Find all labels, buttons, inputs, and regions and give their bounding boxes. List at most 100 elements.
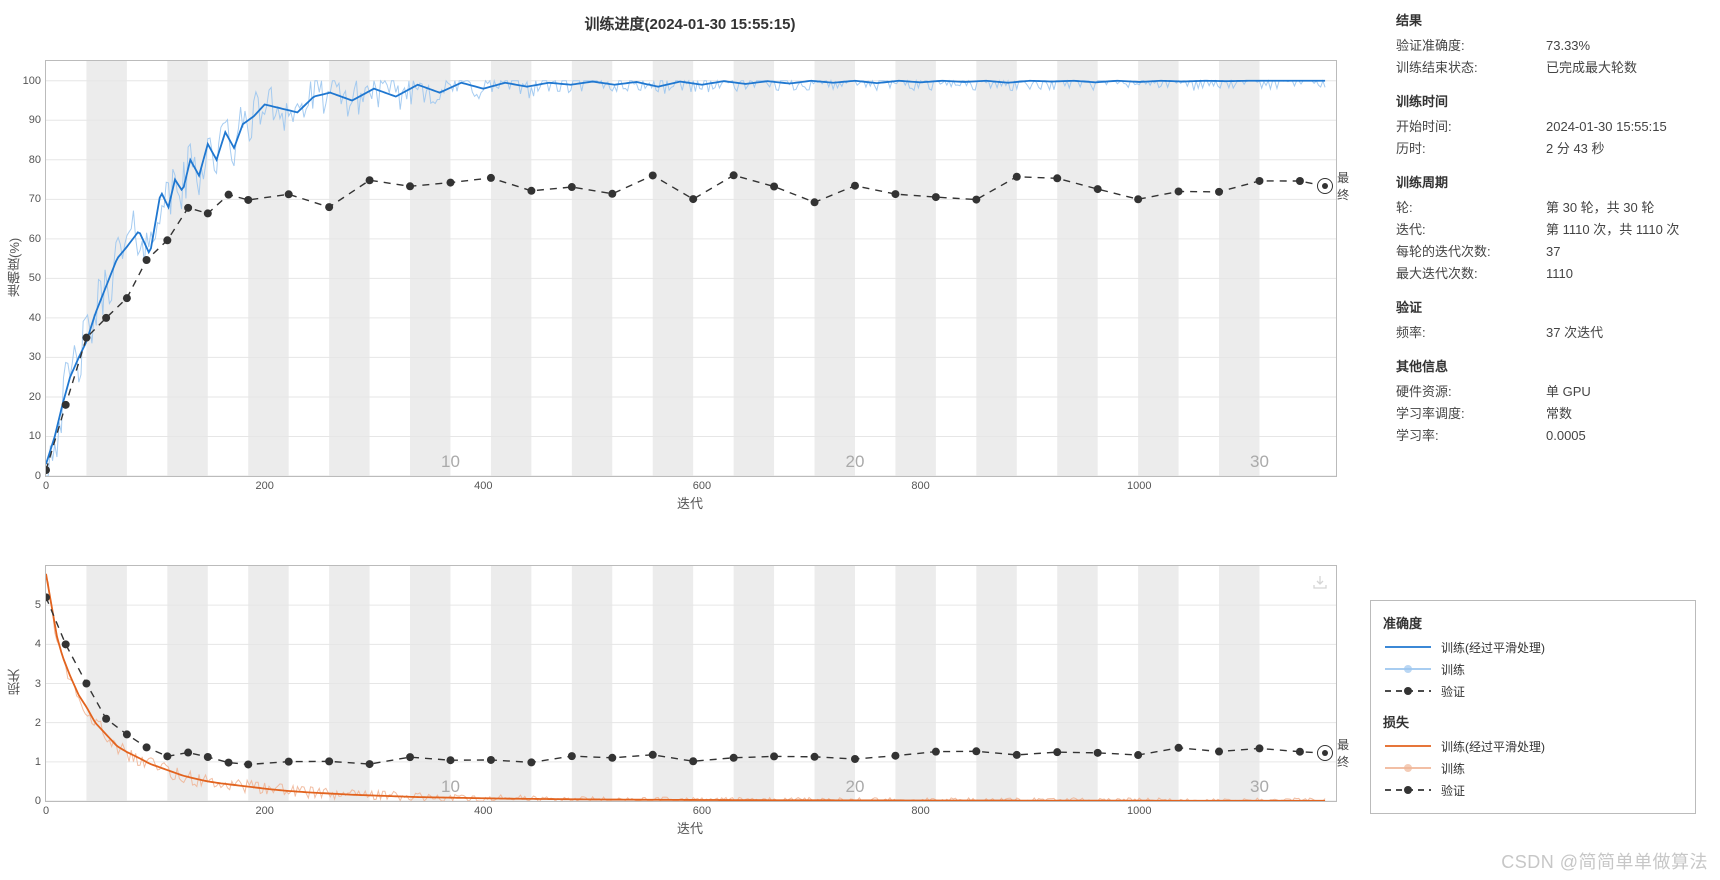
- tick-y: 80: [29, 154, 46, 166]
- tick-x: 0: [43, 801, 49, 817]
- legend-label: 训练: [1441, 760, 1465, 777]
- info-row: 迭代:第 1110 次，共 1110 次: [1396, 219, 1696, 241]
- tick-y: 20: [29, 391, 46, 403]
- tick-x: 1000: [1127, 801, 1151, 817]
- tick-x: 200: [255, 476, 273, 492]
- tick-x: 800: [911, 476, 929, 492]
- info-key: 每轮的迭代次数:: [1396, 241, 1546, 263]
- watermark: CSDN @简简单单做算法: [1501, 848, 1708, 874]
- loss-chart: 01234502004006008001000102030最终: [45, 565, 1337, 802]
- info-value: 37: [1546, 241, 1696, 263]
- legend-label: 训练(经过平滑处理): [1441, 639, 1545, 656]
- info-value: 第 30 轮，共 30 轮: [1546, 197, 1696, 219]
- legend-heading: 准确度: [1383, 613, 1683, 632]
- info-section: 其他信息硬件资源:单 GPU学习率调度:常数学习率:0.0005: [1396, 356, 1696, 447]
- info-key: 验证准确度:: [1396, 35, 1546, 57]
- accuracy-ylabel: 准确度(%): [5, 60, 24, 475]
- tick-y: 5: [35, 599, 46, 611]
- legend-label: 训练: [1441, 661, 1465, 678]
- info-key: 训练结束状态:: [1396, 57, 1546, 79]
- info-value: 1110: [1546, 263, 1696, 285]
- legend-row: 训练: [1383, 658, 1683, 680]
- tick-y: 60: [29, 233, 46, 245]
- tick-y: 4: [35, 638, 46, 650]
- info-value: 2024-01-30 15:55:15: [1546, 116, 1696, 138]
- tick-y: 2: [35, 717, 46, 729]
- info-section: 训练周期轮:第 30 轮，共 30 轮迭代:第 1110 次，共 1110 次每…: [1396, 172, 1696, 285]
- info-heading: 训练时间: [1396, 91, 1696, 110]
- tick-x: 600: [693, 476, 711, 492]
- info-value: 常数: [1546, 403, 1696, 425]
- legend-label: 训练(经过平滑处理): [1441, 738, 1545, 755]
- info-value: 0.0005: [1546, 425, 1696, 447]
- info-panel: 结果验证准确度:73.33%训练结束状态:已完成最大轮数训练时间开始时间:202…: [1396, 10, 1696, 459]
- tick-y: 70: [29, 193, 46, 205]
- info-section: 验证频率:37 次迭代: [1396, 297, 1696, 344]
- loss-xlabel: 迭代: [45, 818, 1335, 837]
- info-key: 最大迭代次数:: [1396, 263, 1546, 285]
- info-row: 硬件资源:单 GPU: [1396, 381, 1696, 403]
- legend-row: 验证: [1383, 779, 1683, 801]
- final-marker: [1317, 745, 1333, 761]
- info-heading: 其他信息: [1396, 356, 1696, 375]
- info-key: 迭代:: [1396, 219, 1546, 241]
- tick-y: 90: [29, 114, 46, 126]
- accuracy-chart: 0102030405060708090100020040060080010001…: [45, 60, 1337, 477]
- info-heading: 结果: [1396, 10, 1696, 29]
- legend-row: 训练: [1383, 757, 1683, 779]
- loss-ylabel: 损失: [5, 565, 24, 800]
- tick-y: 10: [29, 430, 46, 442]
- final-label: 最终: [1337, 169, 1349, 203]
- final-label: 最终: [1337, 736, 1349, 770]
- info-key: 学习率调度:: [1396, 403, 1546, 425]
- info-key: 历时:: [1396, 138, 1546, 160]
- tick-y: 3: [35, 678, 46, 690]
- info-key: 学习率:: [1396, 425, 1546, 447]
- final-marker: [1317, 178, 1333, 194]
- tick-y: 30: [29, 351, 46, 363]
- info-section: 训练时间开始时间:2024-01-30 15:55:15历时:2 分 43 秒: [1396, 91, 1696, 160]
- info-row: 最大迭代次数:1110: [1396, 263, 1696, 285]
- legend-row: 训练(经过平滑处理): [1383, 735, 1683, 757]
- info-key: 轮:: [1396, 197, 1546, 219]
- info-row: 学习率调度:常数: [1396, 403, 1696, 425]
- legend-label: 验证: [1441, 782, 1465, 799]
- legend-row: 训练(经过平滑处理): [1383, 636, 1683, 658]
- legend-row: 验证: [1383, 680, 1683, 702]
- tick-x: 0: [43, 476, 49, 492]
- info-row: 开始时间:2024-01-30 15:55:15: [1396, 116, 1696, 138]
- info-key: 频率:: [1396, 322, 1546, 344]
- info-row: 轮:第 30 轮，共 30 轮: [1396, 197, 1696, 219]
- legend-heading: 损失: [1383, 712, 1683, 731]
- info-value: 单 GPU: [1546, 381, 1696, 403]
- info-key: 硬件资源:: [1396, 381, 1546, 403]
- info-row: 训练结束状态:已完成最大轮数: [1396, 57, 1696, 79]
- info-row: 频率:37 次迭代: [1396, 322, 1696, 344]
- legend: 准确度训练(经过平滑处理)训练验证损失训练(经过平滑处理)训练验证: [1370, 600, 1696, 814]
- tick-y: 1: [35, 756, 46, 768]
- tick-x: 400: [474, 801, 492, 817]
- tick-y: 50: [29, 272, 46, 284]
- info-row: 每轮的迭代次数:37: [1396, 241, 1696, 263]
- tick-x: 800: [911, 801, 929, 817]
- tick-x: 400: [474, 476, 492, 492]
- info-key: 开始时间:: [1396, 116, 1546, 138]
- info-row: 学习率:0.0005: [1396, 425, 1696, 447]
- info-row: 历时:2 分 43 秒: [1396, 138, 1696, 160]
- tick-x: 600: [693, 801, 711, 817]
- export-icon[interactable]: [1312, 574, 1328, 590]
- info-value: 第 1110 次，共 1110 次: [1546, 219, 1696, 241]
- tick-x: 200: [255, 801, 273, 817]
- page-title: 训练进度(2024-01-30 15:55:15): [0, 13, 1380, 34]
- tick-x: 1000: [1127, 476, 1151, 492]
- tick-y: 40: [29, 312, 46, 324]
- info-row: 验证准确度:73.33%: [1396, 35, 1696, 57]
- info-value: 73.33%: [1546, 35, 1696, 57]
- info-value: 2 分 43 秒: [1546, 138, 1696, 160]
- info-value: 已完成最大轮数: [1546, 57, 1696, 79]
- info-value: 37 次迭代: [1546, 322, 1696, 344]
- info-heading: 训练周期: [1396, 172, 1696, 191]
- legend-label: 验证: [1441, 683, 1465, 700]
- info-section: 结果验证准确度:73.33%训练结束状态:已完成最大轮数: [1396, 10, 1696, 79]
- accuracy-xlabel: 迭代: [45, 493, 1335, 512]
